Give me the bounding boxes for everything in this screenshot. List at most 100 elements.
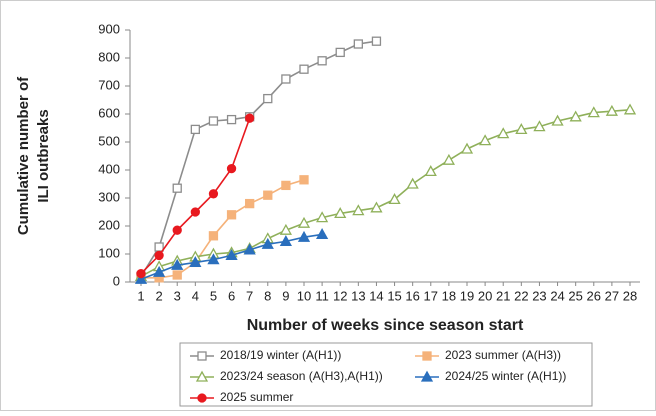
legend-label: 2025 summer — [220, 390, 293, 404]
marker — [225, 249, 238, 261]
marker — [406, 177, 419, 189]
legend-label: 2023 summer (A(H3)) — [445, 348, 561, 362]
series-line — [140, 109, 631, 278]
x-tick-label: 4 — [192, 288, 199, 303]
marker — [422, 351, 432, 361]
marker — [479, 134, 492, 146]
x-tick-label: 19 — [460, 288, 474, 303]
marker — [297, 230, 311, 242]
marker — [281, 74, 291, 84]
marker — [442, 153, 455, 165]
marker — [353, 39, 363, 49]
marker — [420, 370, 434, 382]
marker — [189, 256, 202, 268]
y-tick-label: 200 — [98, 217, 120, 232]
marker — [605, 104, 618, 116]
y-tick-label: 700 — [98, 77, 120, 92]
x-tick-label: 22 — [514, 288, 528, 303]
marker — [352, 204, 365, 216]
marker — [424, 165, 437, 177]
marker — [281, 180, 291, 191]
x-tick-label: 10 — [297, 288, 311, 303]
marker — [533, 120, 546, 132]
x-tick-label: 13 — [351, 288, 365, 303]
y-tick-label: 600 — [98, 105, 120, 120]
marker — [335, 47, 345, 58]
y-tick-label: 100 — [98, 245, 120, 260]
marker — [299, 64, 309, 74]
marker — [134, 272, 148, 284]
marker — [515, 123, 528, 135]
marker — [317, 56, 327, 66]
x-tick-label: 7 — [246, 288, 253, 303]
x-tick-label: 3 — [174, 288, 181, 303]
marker — [197, 393, 207, 403]
x-tick-label: 26 — [587, 288, 601, 303]
marker — [243, 243, 256, 255]
x-tick-label: 11 — [315, 288, 329, 303]
marker — [171, 258, 184, 270]
marker — [279, 235, 292, 247]
marker — [226, 114, 237, 125]
y-tick-label: 300 — [98, 189, 120, 204]
marker — [297, 216, 311, 228]
marker — [172, 270, 182, 280]
marker — [154, 250, 164, 261]
x-tick-label: 12 — [333, 288, 347, 303]
x-tick-label: 23 — [532, 288, 546, 303]
x-tick-label: 25 — [568, 288, 582, 303]
marker — [195, 370, 209, 382]
legend-label: 2024/25 winter (A(H1)) — [445, 369, 566, 383]
marker — [245, 113, 255, 123]
marker — [207, 253, 220, 265]
x-tick-label: 17 — [424, 288, 438, 303]
marker — [569, 110, 582, 122]
marker — [551, 114, 564, 126]
x-tick-label: 28 — [623, 288, 637, 303]
marker — [299, 175, 309, 185]
x-tick-label: 2 — [155, 288, 162, 303]
marker — [208, 116, 219, 126]
x-tick-label: 21 — [496, 288, 510, 303]
marker — [388, 193, 401, 205]
marker — [190, 124, 200, 135]
marker — [208, 231, 219, 241]
x-tick-label: 6 — [228, 288, 235, 303]
marker — [623, 103, 637, 115]
legend — [179, 342, 593, 407]
y-axis-label: Cumulative number of — [15, 76, 32, 235]
marker — [334, 207, 347, 219]
marker — [208, 189, 219, 199]
marker — [172, 225, 182, 235]
x-tick-label: 9 — [282, 288, 289, 303]
x-tick-label: 15 — [387, 288, 401, 303]
marker — [587, 106, 600, 118]
marker — [245, 198, 255, 209]
marker — [197, 351, 207, 361]
marker — [190, 207, 200, 217]
x-tick-label: 8 — [264, 288, 271, 303]
legend-label: 2018/19 winter (A(H1)) — [220, 348, 341, 362]
y-axis-label: ILI outbreaks — [35, 109, 52, 202]
x-axis-label: Number of weeks since season start — [247, 317, 524, 334]
marker — [226, 163, 237, 174]
x-tick-label: 18 — [442, 288, 456, 303]
x-tick-label: 24 — [550, 288, 564, 303]
x-tick-label: 16 — [405, 288, 419, 303]
y-tick-label: 900 — [98, 21, 120, 36]
x-tick-label: 27 — [605, 288, 619, 303]
series-line — [141, 179, 305, 279]
y-tick-label: 400 — [98, 161, 120, 176]
y-tick-label: 0 — [113, 273, 120, 288]
x-tick-label: 5 — [210, 288, 217, 303]
marker — [279, 223, 292, 235]
x-tick-label: 1 — [137, 288, 144, 303]
marker — [261, 237, 274, 249]
marker — [263, 190, 273, 200]
marker — [497, 127, 510, 139]
marker — [316, 228, 329, 240]
marker — [371, 36, 382, 46]
x-tick-label: 20 — [478, 288, 492, 303]
